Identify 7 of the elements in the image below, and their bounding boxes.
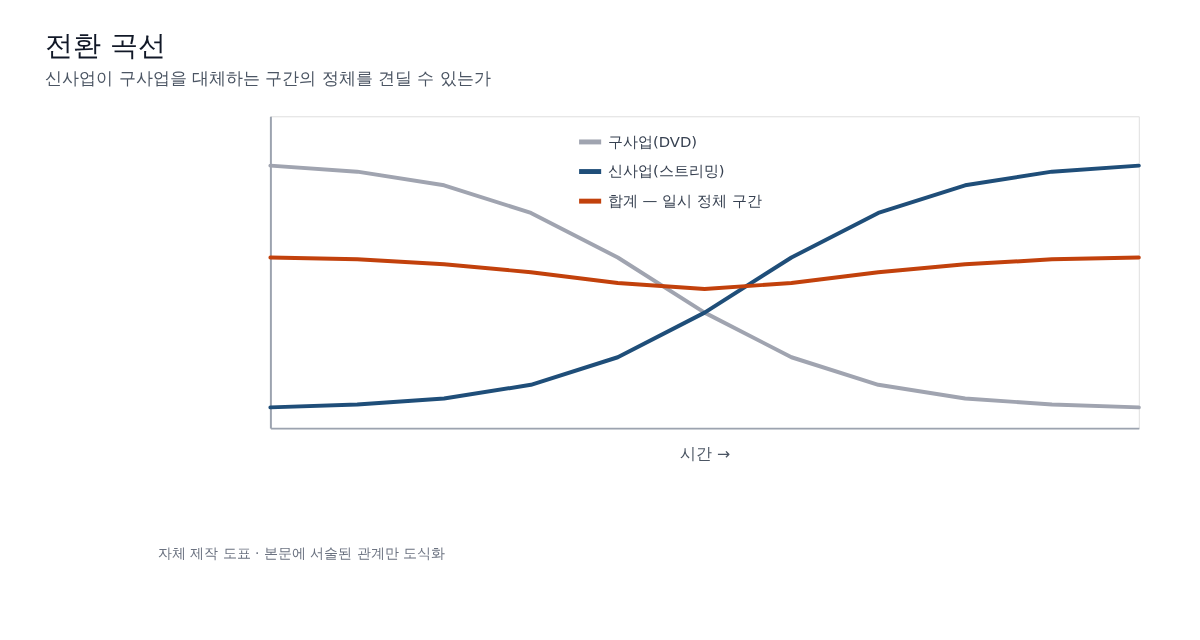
legend-label: 구사업(DVD) [607, 132, 698, 150]
text: 자체 제작 도표 · 본문에 서술된 관계만 도식화 [157, 545, 445, 562]
legend-label: 신사업(스트리밍) [607, 162, 725, 180]
x-axis-title: 시간 → [679, 444, 731, 464]
chart-subtitle: 신사업이 구사업을 대체하는 구간의 정체를 견딜 수 있는가 [45, 67, 491, 88]
chart-title: 전환 곡선 [45, 29, 167, 63]
legend-label: 합계 — 일시 정체 구간 [607, 192, 762, 210]
